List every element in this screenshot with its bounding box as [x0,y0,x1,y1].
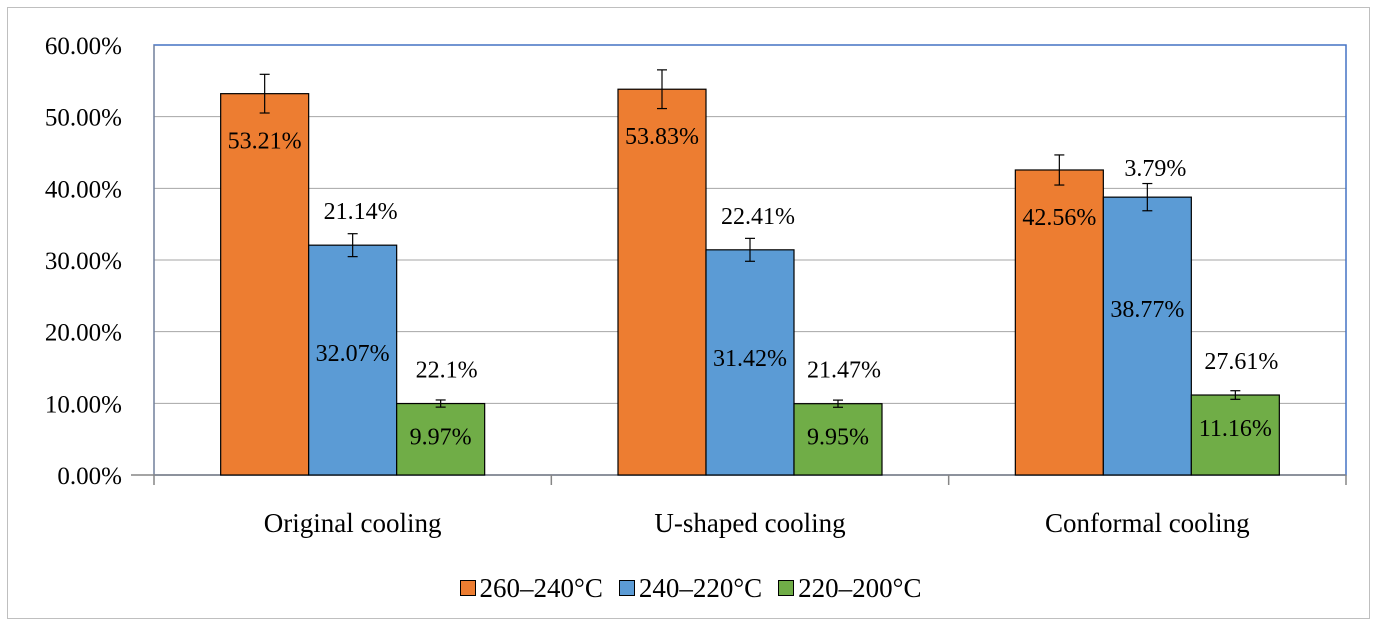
legend-item: 220–200°C [778,573,921,604]
data-label: 53.83% [625,124,699,150]
category-label: Original cooling [264,508,442,538]
y-tick-label: 0.00% [57,463,122,490]
legend-label: 240–220°C [638,572,763,603]
annotation-label: 22.1% [416,358,478,384]
annotation-label: 3.79% [1124,156,1186,182]
data-label: 32.07% [316,341,390,367]
y-tick-label: 60.00% [45,33,122,60]
data-label: 9.97% [410,425,472,451]
annotation-label: 21.14% [324,199,398,225]
data-label: 38.77% [1110,297,1184,323]
bar [396,402,486,476]
bar [1190,394,1280,476]
y-tick-label: 20.00% [45,320,122,347]
bar [220,93,310,476]
y-tick-label: 10.00% [45,391,122,418]
legend-swatch [618,580,635,596]
legend-swatch [459,580,476,596]
annotation-label: 21.47% [807,358,881,384]
bar [793,403,883,476]
category-label: U-shaped cooling [654,508,845,538]
data-label: 42.56% [1022,205,1096,231]
annotation-label: 27.61% [1204,349,1278,375]
y-tick-label: 50.00% [45,105,122,132]
legend-item: 240–220°C [618,572,763,604]
legend-swatch [778,580,795,596]
bar [1102,196,1192,476]
legend-item: 260–240°C [459,572,603,604]
y-tick-label: 30.00% [45,248,122,275]
legend-label: 260–240°C [479,572,603,603]
data-label: 53.21% [228,129,302,155]
legend-label: 220–200°C [798,572,922,603]
bar [1014,169,1104,476]
bar [308,244,398,476]
legend: 260–240°C 240–220°C 220–200°C [0,568,1381,608]
y-tick-label: 40.00% [45,176,122,203]
data-label: 9.95% [807,425,869,451]
annotation-label: 22.41% [721,204,795,230]
bar [705,249,795,476]
category-label: Conformal cooling [1045,508,1250,538]
data-label: 31.42% [713,346,787,372]
data-label: 11.16% [1199,416,1272,442]
